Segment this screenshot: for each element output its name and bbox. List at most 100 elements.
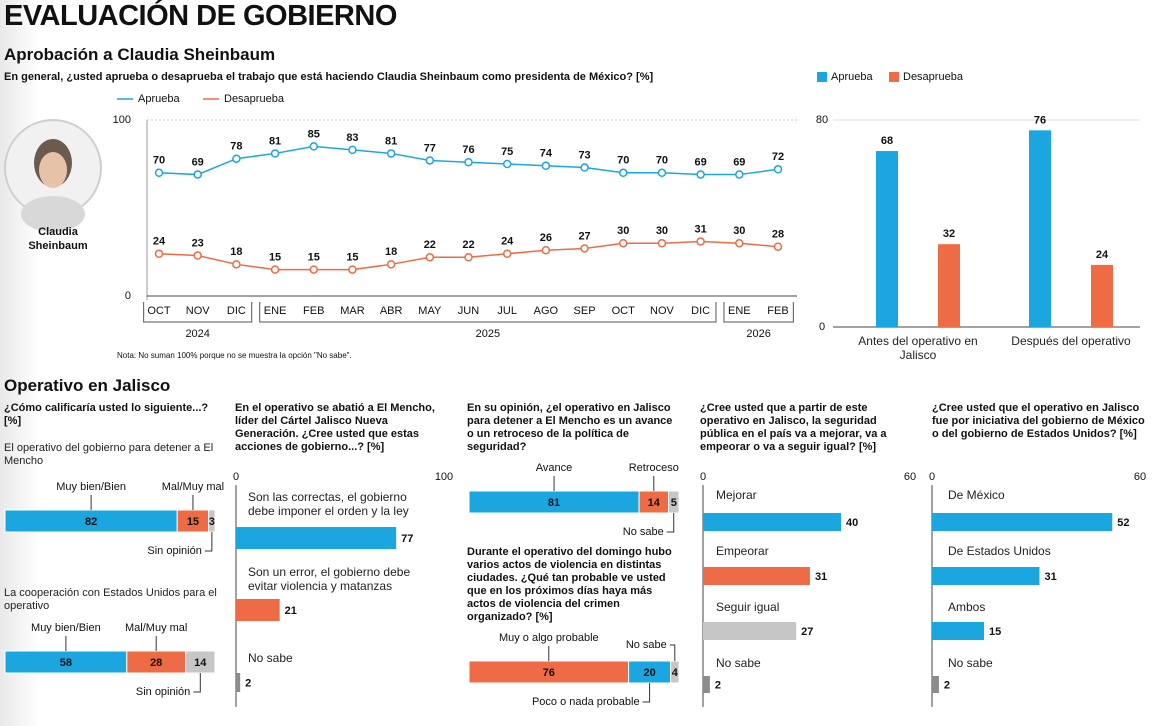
data-label: 24: [501, 236, 514, 248]
data-point: [309, 142, 318, 151]
x-tick-label: ABR: [380, 305, 403, 317]
data-label: 22: [424, 239, 436, 251]
year-label: 2024: [185, 328, 209, 340]
bar: [703, 567, 810, 585]
data-label: 2: [944, 679, 950, 691]
photo-shoulders: [21, 196, 85, 232]
category-label: Seguir igual: [716, 600, 780, 614]
data-point: [232, 260, 241, 269]
data-point: [541, 161, 551, 171]
x-tick-label: NOV: [650, 305, 675, 317]
data-label: 77: [424, 142, 436, 154]
segment-label: 58: [60, 657, 72, 669]
data-point: [154, 168, 164, 178]
data-label: 70: [153, 155, 165, 167]
data-point: [580, 244, 589, 253]
photo-caption: Claudia Sheinbaum: [28, 226, 88, 252]
year-bracket: [723, 302, 794, 323]
category-label: De Estados Unidos: [948, 544, 1051, 558]
data-point: [193, 170, 202, 179]
y-tick-label: 100: [113, 114, 131, 126]
bar: [236, 673, 241, 692]
chart-note: Nota: No suman 100% porque no se muestra…: [117, 351, 352, 360]
data-point: [696, 170, 705, 179]
data-point: [619, 238, 628, 248]
question: ¿Cómo calificaría usted lo siguiente...?…: [4, 402, 209, 427]
series-label: Retroceso: [629, 462, 679, 474]
data-label: 75: [501, 146, 513, 158]
bar: [703, 676, 710, 693]
series-label: Sin opinión: [147, 545, 201, 557]
data-label: 83: [346, 132, 358, 144]
data-label: 15: [308, 252, 320, 264]
segment-label: 3: [209, 516, 215, 528]
label-pointer: [669, 644, 676, 661]
data-point: [773, 165, 783, 174]
data-point: [502, 249, 512, 259]
data-label: 15: [346, 252, 358, 264]
data-label: 69: [733, 156, 745, 168]
data-label: 2: [715, 679, 721, 691]
year-label-bg: [469, 326, 506, 340]
data-point: [464, 253, 473, 262]
x-tick-label: ENE: [728, 305, 751, 317]
category-label: Son un error, el gobierno debe evitar vi…: [248, 565, 411, 593]
data-label: 2: [245, 677, 251, 689]
x-tick-label: FEB: [767, 305, 788, 317]
x-tick-label: Después del operativo: [1011, 334, 1131, 348]
data-point: [773, 242, 783, 251]
data-label: 30: [733, 225, 745, 237]
segment-label: 82: [85, 516, 97, 528]
data-point: [502, 159, 512, 169]
data-label: 24: [153, 236, 166, 248]
segment-label: 76: [543, 667, 555, 679]
data-label: 15: [989, 626, 1001, 638]
data-label: 78: [230, 141, 242, 153]
bar: [703, 622, 797, 640]
label-pointer: [642, 683, 651, 703]
data-label: 27: [578, 230, 590, 242]
series-label: No sabe: [623, 526, 664, 538]
segment-label: 5: [671, 497, 677, 509]
category-label: De México: [948, 488, 1005, 502]
photo-face: [39, 152, 67, 188]
legend-label: Desaprueba: [224, 93, 285, 105]
data-label: 52: [1117, 517, 1129, 529]
data-point: [541, 245, 551, 255]
data-label: 85: [308, 128, 320, 140]
x-tick-label: JUL: [497, 305, 517, 317]
data-label: 26: [540, 232, 552, 244]
data-point: [657, 238, 667, 248]
data-label: 40: [846, 517, 858, 529]
data-label: 69: [695, 156, 707, 168]
data-label: 72: [772, 151, 784, 163]
bar: [932, 676, 939, 693]
year-label-bg: [179, 326, 216, 340]
x-tick-label: AGO: [534, 305, 559, 317]
segment-label: 20: [643, 667, 655, 679]
segment-label: 15: [187, 516, 199, 528]
data-label: 18: [230, 246, 242, 258]
x-tick-label: ENE: [264, 305, 287, 317]
data-label: 77: [401, 533, 413, 545]
data-label: 74: [540, 148, 553, 160]
bar: [236, 599, 280, 621]
category-label: No sabe: [948, 656, 993, 670]
data-label: 73: [578, 149, 590, 161]
data-point: [154, 249, 164, 259]
data-point: [464, 157, 473, 167]
data-label: 30: [656, 225, 668, 237]
data-point: [386, 260, 396, 269]
section-title: Operativo en Jalisco: [4, 376, 171, 395]
legend-swatch: [817, 72, 827, 82]
bar: [236, 527, 397, 549]
legend-label: Desaprueba: [903, 71, 964, 83]
y-tick-label: 80: [816, 114, 828, 126]
data-label: 21: [285, 605, 297, 617]
series-label: Mal/Muy mal: [162, 481, 224, 493]
y-tick-label: 0: [125, 290, 131, 302]
x-tick-label: 0: [700, 471, 706, 483]
bar: [1091, 264, 1113, 327]
category-label: No sabe: [716, 656, 761, 670]
data-point: [619, 168, 628, 178]
